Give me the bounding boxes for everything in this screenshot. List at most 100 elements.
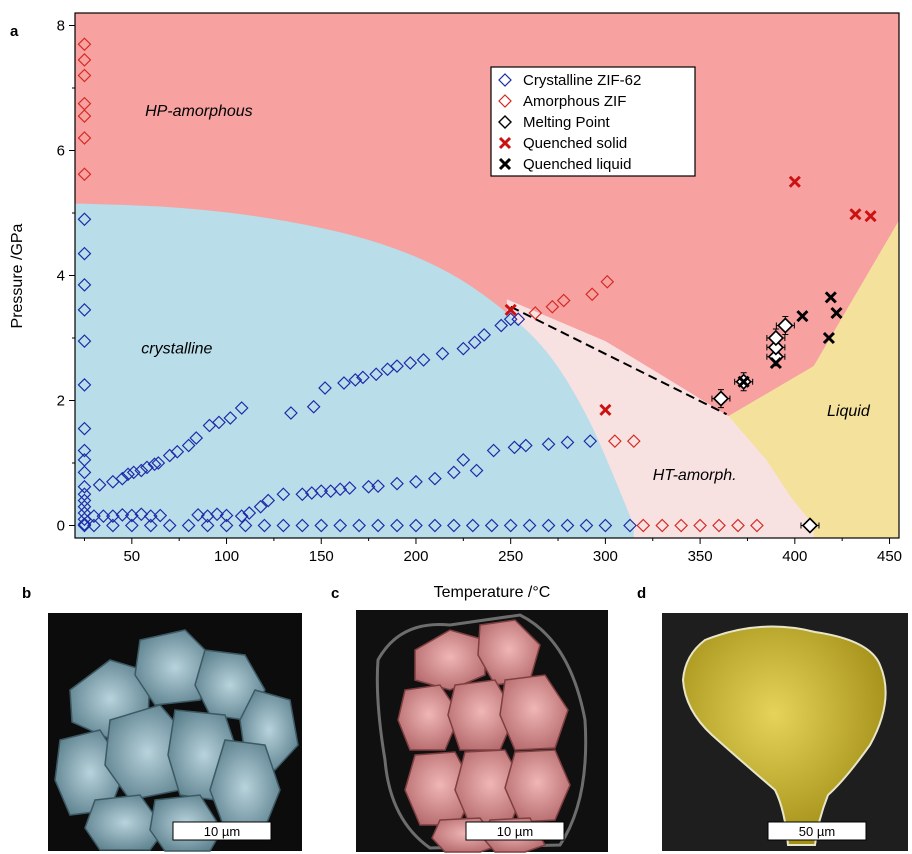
point-crystalline-zif-62 <box>212 415 226 430</box>
x-tick-label: 100 <box>214 548 239 565</box>
point-crystalline-zif-62 <box>223 411 238 425</box>
point-crystalline-zif-62 <box>191 508 205 522</box>
panel-label-d: d <box>637 585 646 602</box>
point-crystalline-zif-62 <box>409 474 423 489</box>
point-crystalline-zif-62 <box>181 438 196 453</box>
legend-label: Melting Point <box>523 114 611 131</box>
legend-marker <box>498 157 512 171</box>
point-quenched-solid <box>788 175 801 188</box>
x-tick-label: 250 <box>498 548 523 565</box>
point-crystalline-zif-62 <box>371 518 385 533</box>
point-melting-point <box>801 517 819 534</box>
legend-item-quenched-solid: Quenched solid <box>498 135 627 152</box>
point-amorphous-zif <box>77 53 92 67</box>
point-crystalline-zif-62 <box>200 518 215 533</box>
point-crystalline-zif-62 <box>210 507 224 522</box>
point-crystalline-zif-62 <box>134 463 149 478</box>
micrograph-b-crystals <box>54 629 299 852</box>
point-crystalline-zif-62 <box>96 509 111 523</box>
data-marks <box>77 37 877 534</box>
point-crystalline-zif-62 <box>494 318 509 333</box>
point-crystalline-zif-62 <box>126 465 141 480</box>
point-crystalline-zif-62 <box>486 443 501 458</box>
legend-marker <box>498 73 512 87</box>
x-axis-label: Temperature /°C <box>434 584 551 601</box>
point-crystalline-zif-62 <box>503 518 518 533</box>
point-amorphous-zif <box>626 434 641 448</box>
point-crystalline-zif-62 <box>541 437 556 452</box>
point-crystalline-zif-62 <box>390 476 404 491</box>
point-crystalline-zif-62 <box>77 212 92 227</box>
series-crystalline-zif-62 <box>77 212 637 533</box>
point-crystalline-zif-62 <box>77 303 92 317</box>
point-crystalline-zif-62 <box>77 479 92 494</box>
point-quenched-solid <box>599 403 612 416</box>
point-crystalline-zif-62 <box>77 421 92 436</box>
point-crystalline-zif-62 <box>106 518 120 533</box>
point-crystalline-zif-62 <box>219 508 234 523</box>
point-crystalline-zif-62 <box>465 518 480 533</box>
point-crystalline-zif-62 <box>352 518 366 533</box>
micrograph-d: 50 µm <box>662 613 908 851</box>
x-tick-label: 200 <box>403 548 428 565</box>
x-tick-label: 400 <box>782 548 807 565</box>
scalebar-c: 10 µm <box>497 824 533 839</box>
legend-item-crystalline-zif-62: Crystalline ZIF-62 <box>498 72 641 89</box>
point-crystalline-zif-62 <box>238 518 253 533</box>
point-crystalline-zif-62 <box>92 478 107 492</box>
legend-item-melting-point: Melting Point <box>498 114 611 131</box>
point-crystalline-zif-62 <box>257 518 272 533</box>
legend-label: Quenched liquid <box>523 156 631 173</box>
point-crystalline-zif-62 <box>314 484 329 498</box>
point-crystalline-zif-62 <box>253 499 268 514</box>
point-crystalline-zif-62 <box>306 399 321 414</box>
point-amorphous-zif <box>712 518 726 533</box>
point-crystalline-zif-62 <box>369 367 384 382</box>
point-crystalline-zif-62 <box>77 518 92 533</box>
point-crystalline-zif-62 <box>77 465 92 480</box>
micrograph-c: 10 µm <box>356 610 608 853</box>
point-crystalline-zif-62 <box>623 518 637 533</box>
point-crystalline-zif-62 <box>511 312 526 327</box>
region-crystalline <box>75 203 634 538</box>
point-amorphous-zif <box>636 518 651 533</box>
point-amorphous-zif <box>655 518 670 533</box>
region-labels: HP-amorphous crystalline HT-amorph. Liquid <box>141 103 871 484</box>
point-melting-point <box>712 390 730 407</box>
point-crystalline-zif-62 <box>447 465 461 480</box>
point-crystalline-zif-62 <box>447 518 461 533</box>
scalebar-d: 50 µm <box>799 824 835 839</box>
point-quenched-solid <box>864 210 877 223</box>
region-liquid <box>728 220 899 538</box>
point-crystalline-zif-62 <box>77 378 92 392</box>
point-crystalline-zif-62 <box>583 434 598 448</box>
region-label-crystalline: crystalline <box>141 341 212 358</box>
y-axis-label: Pressure /GPa <box>9 223 26 328</box>
point-crystalline-zif-62 <box>518 438 533 453</box>
point-crystalline-zif-62 <box>77 443 92 458</box>
legend-item-quenched-liquid: Quenched liquid <box>498 156 631 173</box>
legend-marker <box>498 115 512 129</box>
scalebar-c-box <box>465 821 565 841</box>
point-crystalline-zif-62 <box>560 435 575 450</box>
point-crystalline-zif-62 <box>115 508 130 522</box>
point-quenched-liquid <box>822 331 835 345</box>
point-amorphous-zif <box>585 287 599 302</box>
point-amorphous-zif <box>608 434 622 448</box>
point-quenched-liquid <box>769 356 782 370</box>
micrograph-d-particle <box>681 625 887 846</box>
y-tick-label: 6 <box>57 143 65 160</box>
x-tick-label: 50 <box>123 548 140 565</box>
point-amorphous-zif <box>77 68 92 83</box>
point-crystalline-zif-62 <box>153 508 168 523</box>
point-amorphous-zif <box>674 518 689 533</box>
point-crystalline-zif-62 <box>560 518 575 533</box>
point-amorphous-zif <box>77 37 92 52</box>
point-crystalline-zif-62 <box>598 518 613 533</box>
phase-boundary <box>510 305 728 416</box>
point-crystalline-zif-62 <box>295 518 310 533</box>
point-crystalline-zif-62 <box>234 401 249 415</box>
point-crystalline-zif-62 <box>428 518 442 533</box>
legend-label: Amorphous ZIF <box>523 93 626 110</box>
micrograph-c-halo <box>375 613 588 850</box>
